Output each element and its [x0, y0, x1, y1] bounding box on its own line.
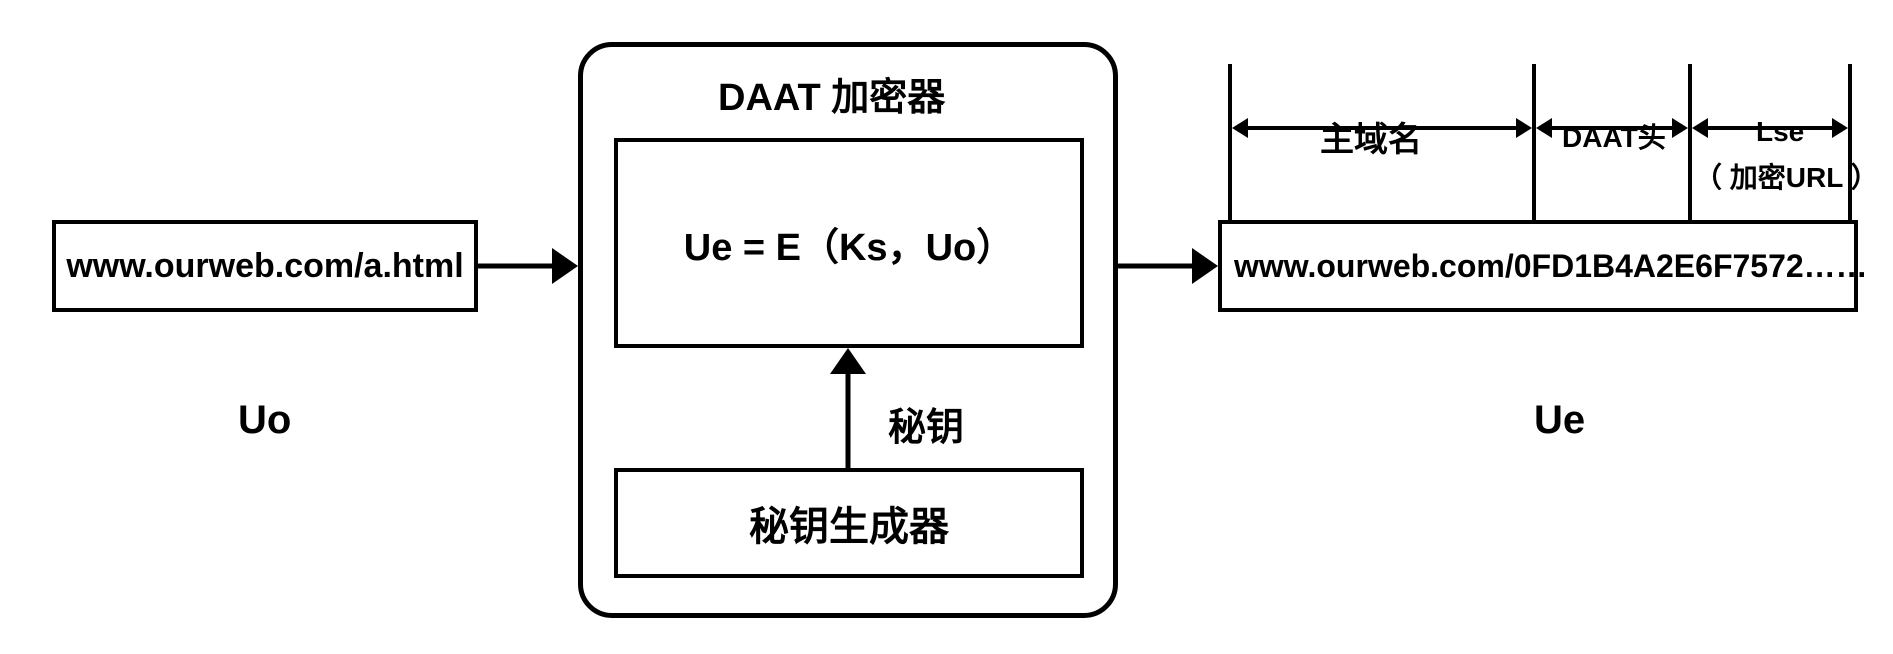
diagram-canvas: www.ourweb.com/a.html Uo DAAT 加密器 Ue = E… — [0, 0, 1893, 654]
arrows-overlay — [0, 0, 1893, 654]
